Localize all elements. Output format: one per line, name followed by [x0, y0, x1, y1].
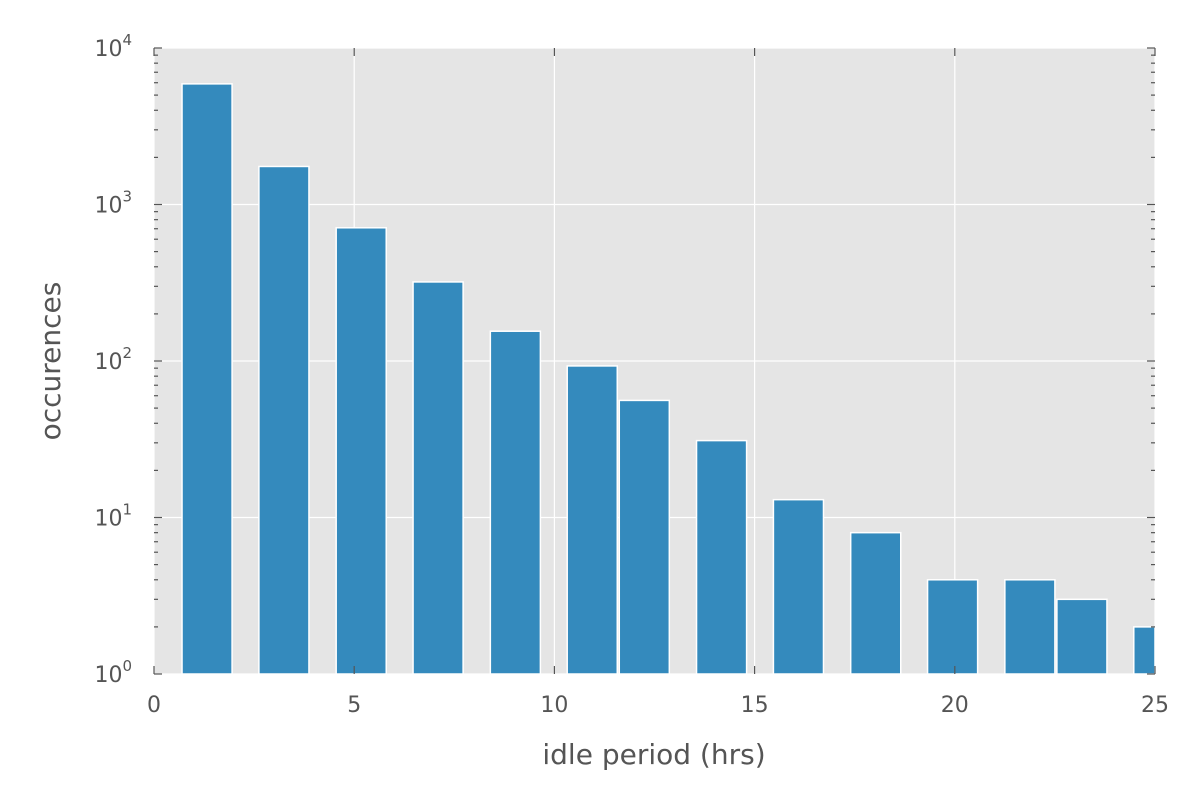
x-tick-label: 5	[347, 693, 361, 718]
y-tick-label: 103	[94, 188, 132, 219]
bar	[1133, 626, 1156, 675]
bars	[181, 83, 1156, 675]
x-tick-label: 15	[741, 693, 769, 718]
x-tick-label: 20	[941, 693, 969, 718]
x-axis-label: idle period (hrs)	[542, 738, 765, 771]
y-tick-labels: 100 101 102 103 104	[94, 31, 132, 688]
bar	[1004, 579, 1056, 675]
x-tick-labels: 0 5 10 15 20 25	[147, 693, 1169, 718]
bar	[618, 399, 671, 675]
y-axis-label: occurences	[34, 282, 67, 441]
bar	[1056, 598, 1108, 675]
bar	[566, 365, 619, 675]
bar	[412, 281, 464, 675]
bar	[695, 439, 748, 675]
bar	[772, 498, 825, 675]
x-tick-label: 25	[1141, 693, 1169, 718]
y-tick-label: 101	[94, 501, 132, 532]
bar	[849, 531, 902, 675]
bar	[335, 227, 387, 675]
y-tick-label: 102	[94, 344, 132, 375]
y-tick-label: 104	[94, 31, 132, 62]
bar	[926, 579, 979, 675]
bar	[258, 165, 310, 675]
bar	[181, 83, 233, 675]
y-tick-label: 100	[94, 657, 132, 688]
axis-ticks	[153, 47, 1156, 675]
x-tick-label: 10	[540, 693, 568, 718]
bar	[489, 330, 542, 675]
x-tick-label: 0	[147, 693, 161, 718]
